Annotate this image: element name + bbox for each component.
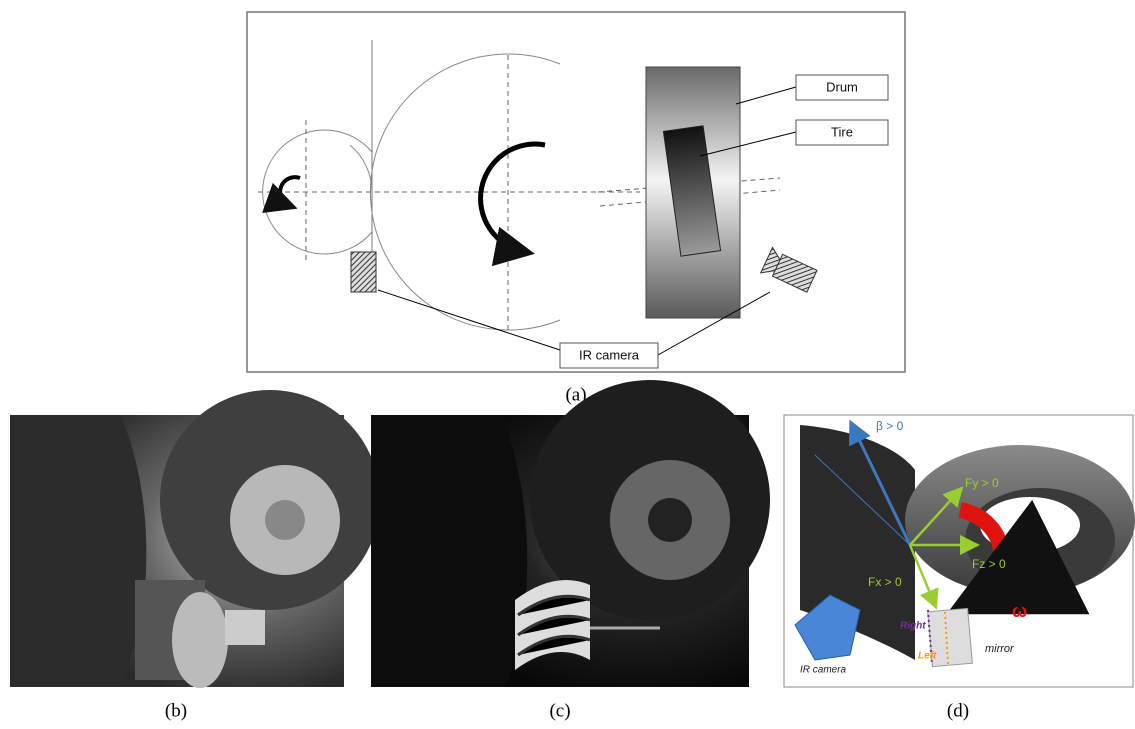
label: Right bbox=[900, 621, 926, 632]
shape bbox=[735, 86, 797, 105]
shape: β > 0 Fy > 0 Fz > 0 Fx > 0 ω Right Left … bbox=[800, 419, 1027, 675]
shape bbox=[265, 500, 305, 540]
label: Fx > 0 bbox=[868, 575, 902, 589]
callout-box bbox=[795, 119, 889, 146]
caption: (c) bbox=[549, 700, 570, 721]
shape bbox=[909, 486, 964, 546]
shape bbox=[946, 499, 1090, 615]
label: mirror bbox=[985, 643, 1015, 655]
shape bbox=[657, 291, 771, 356]
panel-d: β > 0 Fy > 0 Fz > 0 Fx > 0 ω Right Left … bbox=[783, 414, 1135, 688]
label: IR camera bbox=[800, 665, 847, 676]
callout-box bbox=[559, 342, 659, 369]
drum-shadow bbox=[10, 415, 147, 687]
shape bbox=[517, 634, 591, 657]
label: β > 0 bbox=[876, 419, 904, 433]
label: Fz > 0 bbox=[972, 557, 1006, 571]
ir-camera-icon bbox=[794, 594, 861, 661]
shape bbox=[699, 131, 797, 157]
shape bbox=[849, 419, 912, 546]
shape bbox=[225, 610, 265, 645]
caption: (b) bbox=[165, 700, 187, 721]
rotation-arrow bbox=[262, 175, 301, 213]
shape bbox=[648, 498, 692, 542]
label: Drum bbox=[826, 79, 858, 94]
ir-camera-icon bbox=[350, 251, 377, 293]
ir-camera-icon bbox=[759, 246, 818, 293]
shape bbox=[814, 454, 911, 546]
caption: (d) bbox=[947, 700, 969, 721]
callout-lines bbox=[377, 86, 797, 356]
shape bbox=[517, 594, 591, 657]
label: Fy > 0 bbox=[965, 476, 999, 490]
rotation-arrow bbox=[478, 141, 546, 267]
callout-box bbox=[795, 74, 889, 101]
label: ω bbox=[1012, 601, 1027, 621]
shape bbox=[944, 611, 949, 666]
shape bbox=[908, 544, 939, 610]
panel-a: Drum Tire IR camera bbox=[246, 11, 906, 373]
panel-b bbox=[10, 390, 380, 688]
label: Left bbox=[918, 651, 937, 662]
shape bbox=[377, 289, 561, 351]
caption: (a) bbox=[565, 384, 586, 405]
tire bbox=[662, 125, 722, 257]
panel-c bbox=[371, 380, 770, 687]
shape bbox=[759, 246, 781, 274]
shape bbox=[517, 614, 591, 637]
shape bbox=[927, 609, 933, 666]
shape bbox=[517, 594, 591, 617]
label: IR camera bbox=[579, 347, 640, 362]
shape bbox=[172, 592, 228, 688]
label: Tire bbox=[831, 124, 853, 139]
mirror bbox=[927, 607, 973, 668]
shape bbox=[371, 415, 528, 687]
